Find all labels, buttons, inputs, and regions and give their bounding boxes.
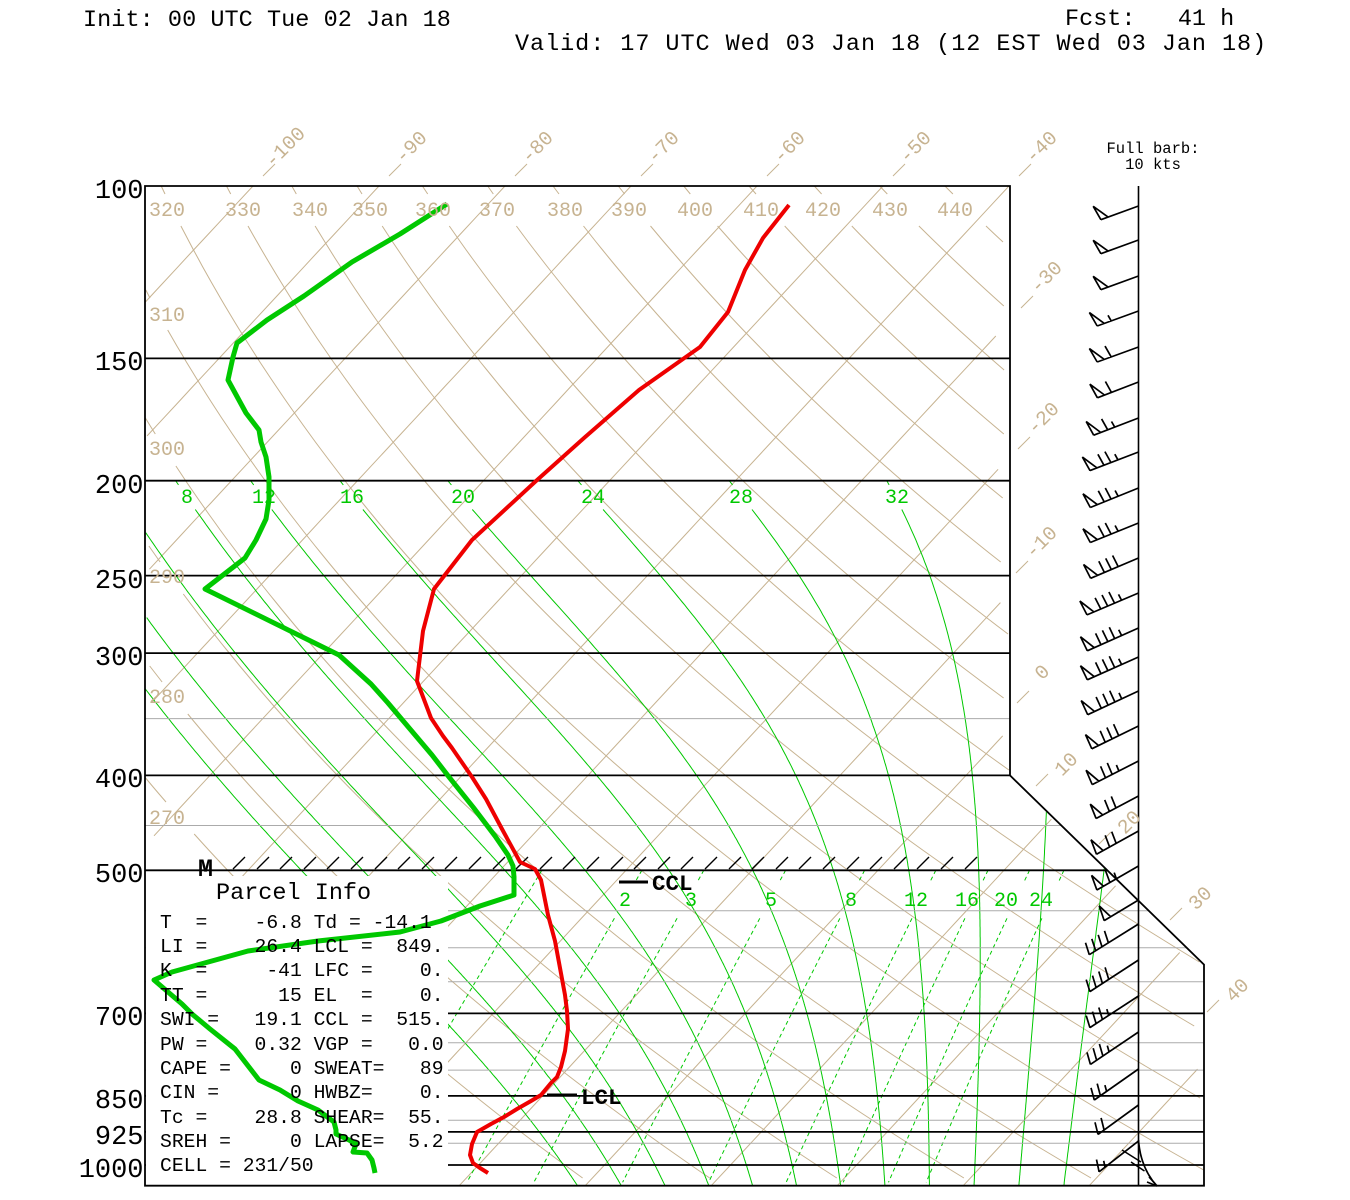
svg-text:360: 360 xyxy=(415,200,451,223)
svg-text:850: 850 xyxy=(95,1087,144,1117)
svg-text:10 kts: 10 kts xyxy=(1125,156,1181,174)
svg-text:K = -41 LFC = 0.: K = -41 LFC = 0. xyxy=(160,960,444,982)
svg-text:CCL: CCL xyxy=(652,871,693,897)
svg-text:280: 280 xyxy=(149,687,185,710)
svg-text:20: 20 xyxy=(451,487,475,510)
svg-text:Tc = 28.8 SHEAR= 55.: Tc = 28.8 SHEAR= 55. xyxy=(160,1107,444,1129)
svg-text:T = -6.8 Td = -14.1: T = -6.8 Td = -14.1 xyxy=(160,912,432,934)
svg-text:24: 24 xyxy=(1029,890,1053,913)
svg-text:3: 3 xyxy=(685,890,697,913)
svg-text:28: 28 xyxy=(729,487,753,510)
svg-text:16: 16 xyxy=(955,890,979,913)
svg-text:CELL = 231/50: CELL = 231/50 xyxy=(160,1155,314,1177)
svg-text:CAPE = 0 SWEAT= 89: CAPE = 0 SWEAT= 89 xyxy=(160,1058,444,1080)
svg-text:290: 290 xyxy=(149,567,185,590)
svg-text:700: 700 xyxy=(95,1004,144,1034)
svg-text:Init: 00 UTC Tue 02 Jan 18: Init: 00 UTC Tue 02 Jan 18 xyxy=(83,7,451,34)
svg-text:430: 430 xyxy=(872,200,908,223)
svg-text:400: 400 xyxy=(677,200,713,223)
svg-text:150: 150 xyxy=(95,349,144,379)
svg-text:500: 500 xyxy=(95,861,144,891)
svg-text:440: 440 xyxy=(937,200,973,223)
svg-text:12: 12 xyxy=(252,487,276,510)
svg-text:390: 390 xyxy=(611,200,647,223)
svg-text:410: 410 xyxy=(743,200,779,223)
svg-text:320: 320 xyxy=(149,200,185,223)
svg-text:300: 300 xyxy=(149,439,185,462)
svg-text:8: 8 xyxy=(181,487,193,510)
svg-text:M: M xyxy=(198,855,213,884)
svg-text:330: 330 xyxy=(225,200,261,223)
svg-text:12: 12 xyxy=(904,890,928,913)
svg-text:Fcst: 41 h: Fcst: 41 h xyxy=(1065,6,1234,33)
svg-text:TT = 15 EL = 0.: TT = 15 EL = 0. xyxy=(160,985,444,1007)
svg-text:Valid: 17 UTC Wed 03 Jan 18 (1: Valid: 17 UTC Wed 03 Jan 18 (12 EST Wed … xyxy=(515,31,1267,58)
svg-text:200: 200 xyxy=(95,472,144,502)
svg-text:CIN = 0 HWBZ= 0.: CIN = 0 HWBZ= 0. xyxy=(160,1082,444,1104)
svg-text:Parcel Info: Parcel Info xyxy=(216,880,371,907)
svg-text:24: 24 xyxy=(581,487,605,510)
svg-text:PW = 0.32 VGP = 0.0: PW = 0.32 VGP = 0.0 xyxy=(160,1034,444,1056)
svg-text:32: 32 xyxy=(885,487,909,510)
svg-text:370: 370 xyxy=(479,200,515,223)
svg-text:340: 340 xyxy=(292,200,328,223)
svg-text:420: 420 xyxy=(805,200,841,223)
svg-text:SREH = 0 LAPSE= 5.2: SREH = 0 LAPSE= 5.2 xyxy=(160,1131,444,1153)
svg-text:2: 2 xyxy=(619,890,631,913)
svg-text:5: 5 xyxy=(765,890,777,913)
svg-text:310: 310 xyxy=(149,305,185,328)
svg-text:LI = 26.4 LCL = 849.: LI = 26.4 LCL = 849. xyxy=(160,936,444,958)
svg-text:SWI = 19.1 CCL = 515.: SWI = 19.1 CCL = 515. xyxy=(160,1009,444,1031)
svg-text:350: 350 xyxy=(352,200,388,223)
svg-text:1000: 1000 xyxy=(79,1156,144,1186)
svg-text:LCL: LCL xyxy=(581,1085,622,1111)
svg-text:270: 270 xyxy=(149,808,185,831)
svg-text:16: 16 xyxy=(340,487,364,510)
svg-text:300: 300 xyxy=(95,644,144,674)
svg-text:925: 925 xyxy=(95,1123,144,1153)
svg-text:20: 20 xyxy=(994,890,1018,913)
svg-text:Full barb:: Full barb: xyxy=(1106,140,1199,158)
svg-text:250: 250 xyxy=(95,567,144,597)
svg-text:380: 380 xyxy=(547,200,583,223)
svg-text:400: 400 xyxy=(95,766,144,796)
svg-text:8: 8 xyxy=(845,890,857,913)
svg-text:100: 100 xyxy=(95,177,144,207)
